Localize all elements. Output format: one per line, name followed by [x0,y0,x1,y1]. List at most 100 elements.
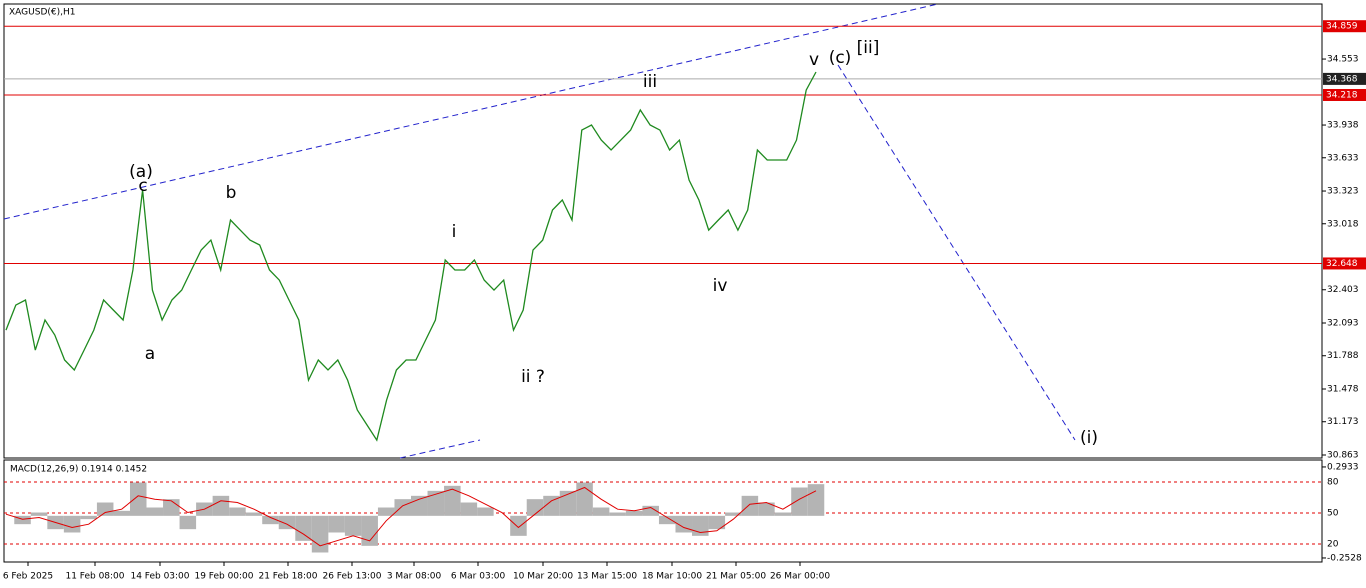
macd-bar [741,495,759,516]
macd-bar [278,515,296,530]
level-label: 80 [1327,478,1339,488]
macd-bar [229,507,246,516]
macd-bar [96,502,114,516]
wave-label: c [138,176,147,196]
macd-bar [262,515,279,525]
macd-bar [113,510,130,516]
wave-label: (c) [829,48,852,68]
price-line [5,71,817,442]
macd-bar [311,515,329,553]
macd-bar [510,515,527,536]
x-tick-label: 21 Mar 05:00 [706,572,766,582]
macd-y-tick-label: -0.2528 [1327,553,1362,563]
level-tag [1323,257,1366,270]
x-tick-label: 19 Feb 00:00 [194,572,253,582]
macd-bar [14,515,31,525]
level-label: 34.218 [1326,90,1358,100]
level-label: 20 [1327,540,1339,550]
macd-bar [625,510,643,516]
x-tick-label: 26 Mar 00:00 [770,572,830,582]
y-tick-label: 31.788 [1327,351,1359,361]
macd-y-tick-label: 0.2933 [1327,462,1359,472]
macd-bar [179,515,197,530]
macd-bar [129,482,147,516]
wave-label: iv [713,276,728,296]
y-tick-label: 31.478 [1327,385,1359,395]
x-tick-label: 13 Mar 15:00 [577,572,637,582]
macd-bar [394,499,411,516]
x-tick-label: 26 Feb 13:00 [322,572,381,582]
current-price-tag [1323,72,1366,85]
level-label: 32.648 [1326,259,1358,269]
x-tick-label: 10 Mar 20:00 [513,572,573,582]
macd-bar [774,512,792,516]
lower-trend [399,439,481,459]
wave-label: iii [643,72,657,92]
y-tick-label: 33.938 [1327,121,1359,131]
macd-bar [146,507,164,516]
trend-lines [3,3,1076,459]
macd-bar [444,485,461,516]
signal-line [5,486,817,547]
wave-label: (i) [1080,428,1098,448]
projection [837,64,1076,441]
macd-bar [212,495,230,516]
macd-bar [543,495,560,516]
x-tick-label: 6 Mar 03:00 [451,572,506,582]
wave-label: v [809,50,819,70]
wave-label: ii ? [521,367,545,387]
macd-bar [80,515,97,520]
wave-label: b [226,183,237,203]
x-tick-label: 21 Feb 18:00 [258,572,317,582]
macd-title: MACD(12,26,9) 0.1914 0.1452 [10,465,147,475]
macd-bar [477,507,494,516]
macd-panel [3,459,1323,563]
macd-bar [361,515,378,546]
macd-bar [344,515,362,536]
wave-label: (a) [129,162,153,182]
macd-bar [725,512,742,516]
macd-bar [245,512,263,516]
macd-bar [559,490,577,516]
symbol-title: XAGUSD(€),H1 [9,8,75,18]
y-tick-label: 32.093 [1327,319,1359,329]
wave-label: i [452,222,457,242]
x-tick-label: 18 Mar 10:00 [642,572,702,582]
x-tick-label: 14 Feb 03:00 [130,572,189,582]
level-tag [1323,20,1366,33]
wave-labels: (a) c b a i ii ? iii iv v (c) [ii] (i) [129,38,1098,448]
macd-bar [295,515,312,541]
wave-label: a [145,344,155,364]
macd-bar [30,512,48,516]
macd-bar [63,515,81,533]
x-tick-label: 11 Feb 08:00 [65,572,124,582]
macd-bar [328,515,345,533]
macd-bar [758,502,775,516]
macd-bar [642,505,659,516]
macd-bar [807,484,825,516]
y-tick-label: 32.403 [1327,285,1359,295]
macd-bar [609,512,626,516]
macd-bar [526,499,544,516]
y-tick-label: 33.018 [1327,219,1359,229]
macd-bar [708,515,726,530]
macd-bar [791,487,808,516]
y-tick-label: 33.633 [1327,153,1359,163]
macd-bar [377,507,395,516]
y-tick-label: 34.553 [1327,55,1359,65]
level-label: 50 [1327,509,1339,519]
macd-bar [460,502,478,516]
y-tick-label: 31.173 [1327,417,1359,427]
wave-label: [ii] [857,38,880,58]
macd-bar [658,515,676,525]
price-panel [3,3,1323,459]
macd-bar [163,499,180,516]
x-tick-label: 3 Mar 08:00 [387,572,442,582]
x-tick-label: 6 Feb 2025 [3,572,53,582]
y-tick-label: 30.863 [1327,450,1359,460]
level-label: 34.859 [1326,22,1358,32]
y-tick-label: 33.323 [1327,187,1359,197]
current-price-label: 34.368 [1326,74,1358,84]
macd-bar [592,507,610,516]
